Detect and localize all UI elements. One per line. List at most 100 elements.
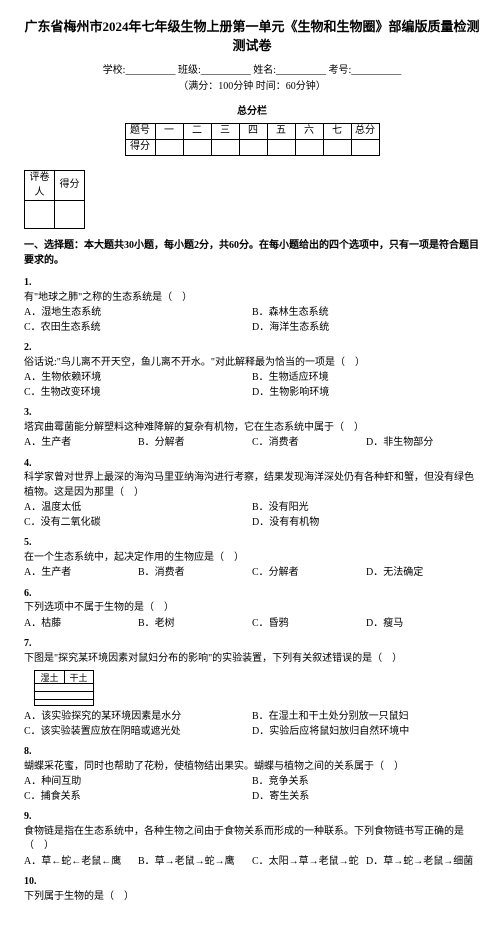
q-options: A．生物依赖环境 B．生物适应环境 C．生物改变环境 D．生物影响环境 — [24, 371, 480, 400]
score-col: 二 — [183, 124, 211, 140]
option-d: D．生物影响环境 — [252, 386, 480, 401]
option-b: B．在湿土和干土处分别放一只鼠妇 — [252, 710, 480, 725]
q-num: 2. — [24, 341, 480, 356]
score-cell — [351, 140, 379, 156]
option-a: A．湿地生态系统 — [24, 306, 252, 321]
option-d: D．海洋生态系统 — [252, 321, 480, 336]
score-cell — [155, 140, 183, 156]
q-stem: 俗话说:"鸟儿离不开天空，鱼儿离不开水。"对此解释最为恰当的一项是（ ） — [24, 356, 480, 371]
q-num: 4. — [24, 457, 480, 472]
grade-col: 得分 — [55, 171, 85, 201]
q-options: A．种间互助 B．竞争关系 C．捕食关系 D．寄生关系 — [24, 775, 480, 804]
question-3: 3. 塔宾曲霉菌能分解塑料这种难降解的复杂有机物，它在生态系统中属于（ ） A．… — [24, 406, 480, 451]
score-row-label: 得分 — [125, 140, 155, 156]
q-num: 3. — [24, 406, 480, 421]
q-stem: 下图是"探究某环境因素对鼠妇分布的影响"的实验装置，下列有关叙述错误的是（ ） — [24, 652, 480, 667]
option-b: B．没有阳光 — [252, 501, 480, 516]
question-4: 4. 科学家曾对世界上最深的海沟马里亚纳海沟进行考察，结果发现海洋深处仍有各种虾… — [24, 457, 480, 531]
question-2: 2. 俗话说:"鸟儿离不开天空，鱼儿离不开水。"对此解释最为恰当的一项是（ ） … — [24, 341, 480, 400]
q-num: 9. — [24, 810, 480, 825]
score-cell — [211, 140, 239, 156]
q-stem: 食物链是指在生态系统中，各种生物之间由于食物关系而形成的一种联系。下列食物链书写… — [24, 825, 480, 854]
score-title: 总分栏 — [24, 105, 480, 120]
option-d: D．实验后应将鼠妇放归自然环境中 — [252, 725, 480, 740]
q-options: A．枯藤 B．老树 C．昏鸦 D．瘦马 — [24, 617, 480, 632]
option-a: A．种间互助 — [24, 775, 252, 790]
score-cell — [183, 140, 211, 156]
option-c: C．分解者 — [252, 566, 366, 581]
option-c: C．农田生态系统 — [24, 321, 252, 336]
option-b: B．生物适应环境 — [252, 371, 480, 386]
option-a: A．草←蛇←老鼠←鹰 — [24, 855, 138, 870]
q-options: A．生产者 B．分解者 C．消费者 D．非生物部分 — [24, 436, 480, 451]
grade-cell — [55, 201, 85, 229]
option-a: A．温度太低 — [24, 501, 252, 516]
score-cell — [295, 140, 323, 156]
grade-cell — [25, 201, 55, 229]
option-a: A．该实验探究的某环境因素是水分 — [24, 710, 252, 725]
option-a: A．生物依赖环境 — [24, 371, 252, 386]
option-d: D．草→蛇→老鼠→细菌 — [366, 855, 480, 870]
option-c: C．太阳→草→老鼠→蛇 — [252, 855, 366, 870]
score-col: 一 — [155, 124, 183, 140]
score-col: 三 — [211, 124, 239, 140]
q-stem: 下列属于生物的是（ ） — [24, 890, 480, 905]
q-options: A．湿地生态系统 B．森林生态系统 C．农田生态系统 D．海洋生态系统 — [24, 306, 480, 335]
option-a: A．枯藤 — [24, 617, 138, 632]
option-b: B．森林生态系统 — [252, 306, 480, 321]
option-d: D．没有有机物 — [252, 516, 480, 531]
option-c: C．生物改变环境 — [24, 386, 252, 401]
option-b: B．老树 — [138, 617, 252, 632]
exam-subinfo: （满分：100分钟 时间：60分钟） — [24, 80, 480, 95]
question-1: 1. 有"地球之肺"之称的生态系统是（ ） A．湿地生态系统 B．森林生态系统 … — [24, 276, 480, 335]
option-d: D．非生物部分 — [366, 436, 480, 451]
q-options: A．温度太低 B．没有阳光 C．没有二氧化碳 D．没有有机物 — [24, 501, 480, 530]
option-b: B．消费者 — [138, 566, 252, 581]
score-col: 四 — [239, 124, 267, 140]
q-stem: 在一个生态系统中，起决定作用的生物应是（ ） — [24, 551, 480, 566]
q-num: 6. — [24, 587, 480, 602]
q-num: 7. — [24, 637, 480, 652]
score-cell — [323, 140, 351, 156]
score-col: 五 — [267, 124, 295, 140]
option-d: D．无法确定 — [366, 566, 480, 581]
option-a: A．生产者 — [24, 566, 138, 581]
q-options: A．该实验探究的某环境因素是水分 B．在湿土和干土处分别放一只鼠妇 C．该实验装… — [24, 710, 480, 739]
score-cell — [239, 140, 267, 156]
score-table: 题号 一 二 三 四 五 六 七 总分 得分 — [125, 123, 380, 156]
grade-table: 评卷人 得分 — [24, 170, 85, 229]
q-num: 5. — [24, 536, 480, 551]
question-7: 7. 下图是"探究某环境因素对鼠妇分布的影响"的实验装置，下列有关叙述错误的是（… — [24, 637, 480, 739]
grade-col: 评卷人 — [25, 171, 55, 201]
option-b: B．分解者 — [138, 436, 252, 451]
option-a: A．生产者 — [24, 436, 138, 451]
question-5: 5. 在一个生态系统中，起决定作用的生物应是（ ） A．生产者 B．消费者 C．… — [24, 536, 480, 581]
option-c: C．没有二氧化碳 — [24, 516, 252, 531]
q-stem: 下列选项中不属于生物的是（ ） — [24, 601, 480, 616]
score-cell — [267, 140, 295, 156]
question-8: 8. 蝴蝶采花蜜，同时也帮助了花粉，使植物结出果实。蝴蝶与植物之间的关系属于（ … — [24, 745, 480, 804]
question-10: 10. 下列属于生物的是（ ） — [24, 875, 480, 904]
q-num: 8. — [24, 745, 480, 760]
q-num: 1. — [24, 276, 480, 291]
option-c: C．昏鸦 — [252, 617, 366, 632]
q-options: A．生产者 B．消费者 C．分解者 D．无法确定 — [24, 566, 480, 581]
option-c: C．消费者 — [252, 436, 366, 451]
exam-title: 广东省梅州市2024年七年级生物上册第一单元《生物和生物圈》部编版质量检测测试卷 — [24, 18, 480, 56]
q-options: A．草←蛇←老鼠←鹰 B．草→老鼠→蛇→鹰 C．太阳→草→老鼠→蛇 D．草→蛇→… — [24, 855, 480, 870]
q-stem: 科学家曾对世界上最深的海沟马里亚纳海沟进行考察，结果发现海洋深处仍有各种虾和蟹，… — [24, 471, 480, 500]
score-col: 六 — [295, 124, 323, 140]
q-num: 10. — [24, 875, 480, 890]
diagram: 湿土 干土 — [34, 670, 94, 706]
question-6: 6. 下列选项中不属于生物的是（ ） A．枯藤 B．老树 C．昏鸦 D．瘦马 — [24, 587, 480, 632]
option-b: B．草→老鼠→蛇→鹰 — [138, 855, 252, 870]
q-stem: 有"地球之肺"之称的生态系统是（ ） — [24, 291, 480, 306]
section-heading: 一、选择题：本大题共30小题，每小题2分，共60分。在每小题给出的四个选项中，只… — [24, 239, 480, 268]
option-c: C．捕食关系 — [24, 790, 252, 805]
score-col: 题号 — [125, 124, 155, 140]
q-stem: 塔宾曲霉菌能分解塑料这种难降解的复杂有机物，它在生态系统中属于（ ） — [24, 421, 480, 436]
score-col: 总分 — [351, 124, 379, 140]
q-stem: 蝴蝶采花蜜，同时也帮助了花粉，使植物结出果实。蝴蝶与植物之间的关系属于（ ） — [24, 760, 480, 775]
option-c: C．该实验装置应放在阴暗或遮光处 — [24, 725, 252, 740]
score-col: 七 — [323, 124, 351, 140]
